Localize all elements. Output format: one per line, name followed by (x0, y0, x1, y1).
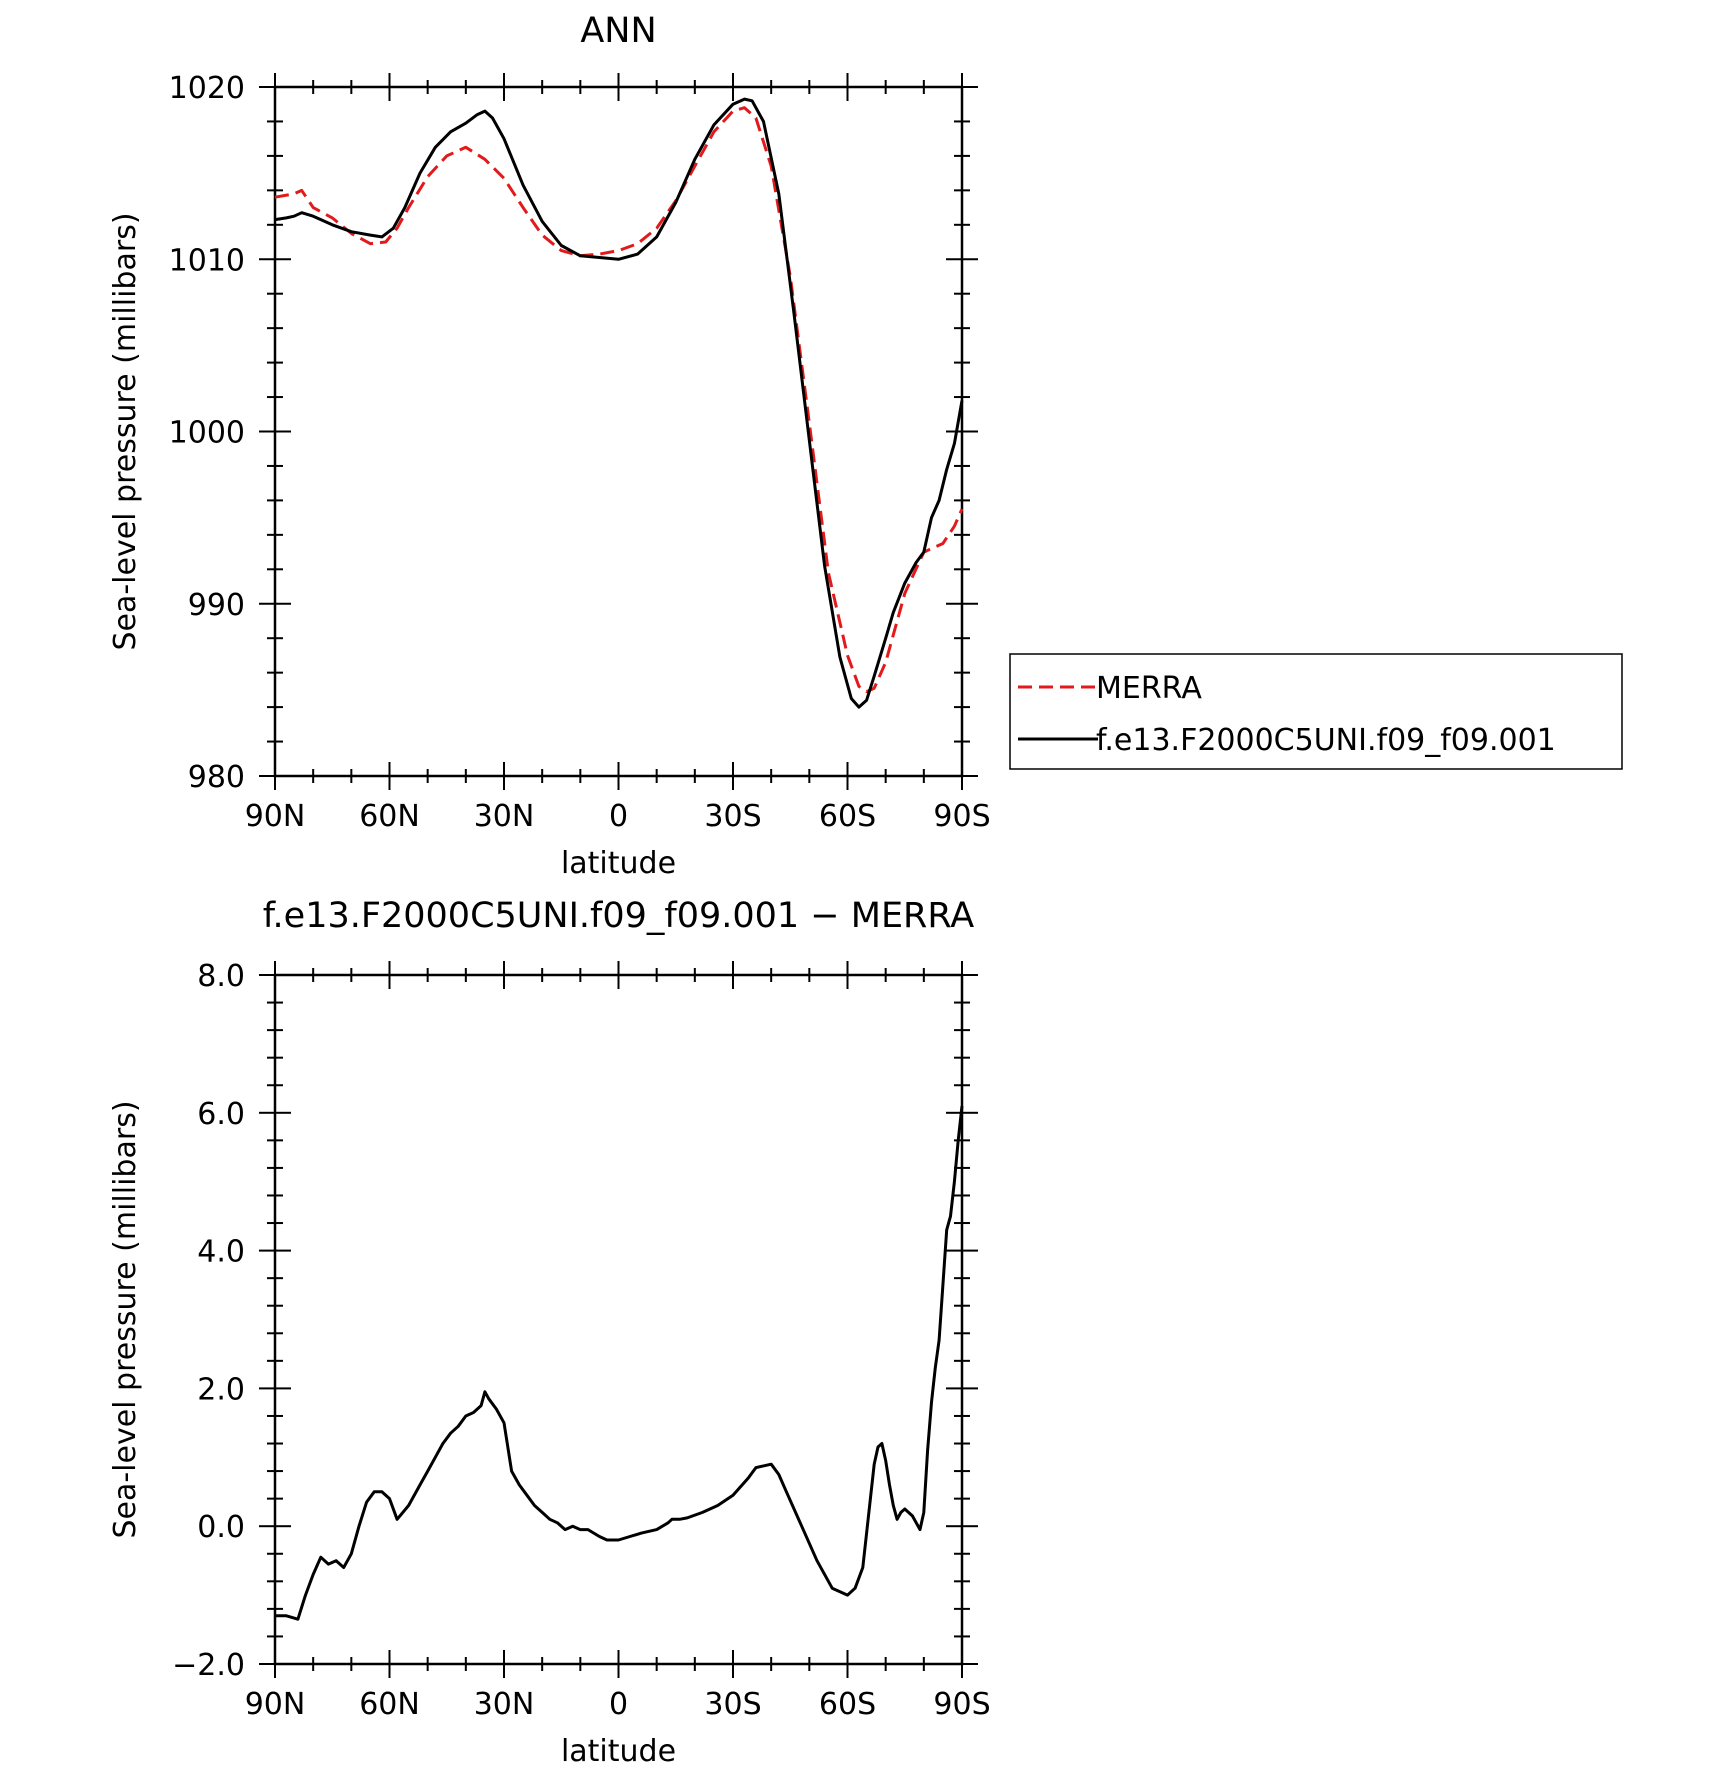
y-tick-label: 2.0 (197, 1372, 245, 1407)
x-tick-label: 0 (609, 799, 628, 834)
series-line-merra (274, 106, 964, 694)
y-tick-label: 980 (188, 760, 245, 795)
legend-box (1009, 653, 1623, 770)
y-tick-label: 1020 (169, 71, 245, 106)
x-tick-label: 30S (704, 1687, 761, 1722)
x-tick-label: 60N (359, 1687, 420, 1722)
x-axis-label: latitude (561, 846, 676, 881)
chart-title: ANN (580, 11, 656, 51)
x-tick-label: 0 (609, 1687, 628, 1722)
x-tick-label: 90N (245, 799, 306, 834)
x-tick-label: 30S (704, 799, 761, 834)
chart-title: f.e13.F2000C5UNI.f09_f09.001 − MERRA (263, 896, 975, 936)
x-tick-label: 60N (359, 799, 420, 834)
x-tick-label: 30N (474, 799, 535, 834)
y-tick-label: 1000 (169, 416, 245, 451)
x-tick-label: 60S (819, 799, 876, 834)
top-panel: ANN 90N 60N 30N 0 30S 60S 90S 980 990 1000 1010 1020… (108, 11, 1623, 881)
x-tick-label: 90N (245, 1687, 306, 1722)
y-tick-label: 1010 (169, 243, 245, 278)
x-tick-label: 60S (819, 1687, 876, 1722)
y-axis-label: Sea-level pressure (millibars) (108, 1100, 143, 1538)
x-tick-label: 30N (474, 1687, 535, 1722)
bottom-panel: f.e13.F2000C5UNI.f09_f09.001 − MERRA 90N 6… (108, 896, 991, 1769)
y-tick-label: 4.0 (197, 1235, 245, 1270)
y-tick-label: 990 (188, 588, 245, 623)
y-tick-label: 6.0 (197, 1097, 245, 1132)
y-tick-label: 0.0 (197, 1510, 245, 1545)
y-tick-label: 8.0 (197, 959, 245, 994)
legend-label: f.e13.F2000C5UNI.f09_f09.001 (1096, 723, 1556, 758)
x-tick-label: 90S (933, 1687, 990, 1722)
y-tick-label: −2.0 (172, 1648, 245, 1683)
legend-label: MERRA (1096, 671, 1202, 706)
x-tick-label: 90S (933, 799, 990, 834)
x-axis-label: latitude (561, 1734, 676, 1769)
series-line-f-e13-f2000c5uni-f09-f09-001 (274, 97, 964, 709)
legend: MERRA f.e13.F2000C5UNI.f09_f09.001 (1009, 653, 1623, 770)
series-line-difference (275, 1105, 964, 1621)
plot-frame (273, 973, 964, 1666)
y-axis-label: Sea-level pressure (millibars) (108, 212, 143, 650)
plot-frame (273, 85, 964, 778)
